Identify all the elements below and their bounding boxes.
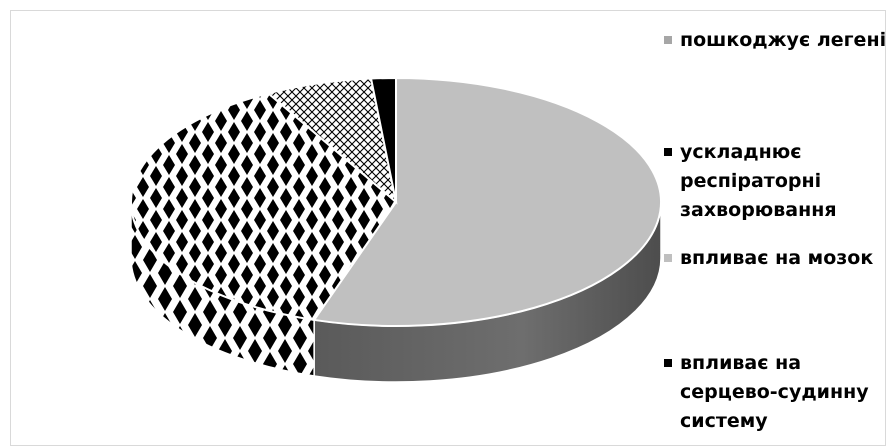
legend-marker: [664, 148, 672, 156]
legend-label: впливає на серцево-судинну систему: [680, 352, 869, 432]
legend-label: пошкоджує легені: [680, 29, 887, 51]
pie-slice: [130, 92, 398, 322]
pie-slice: [369, 76, 397, 203]
legend-marker: [664, 36, 672, 44]
legend-label: впливає на мозок: [680, 247, 874, 269]
legend-marker: [664, 359, 672, 367]
legend-label: ускладнює респіраторні захворювання: [680, 141, 837, 221]
legend-marker: [664, 254, 672, 262]
pie-slice: [312, 76, 662, 327]
